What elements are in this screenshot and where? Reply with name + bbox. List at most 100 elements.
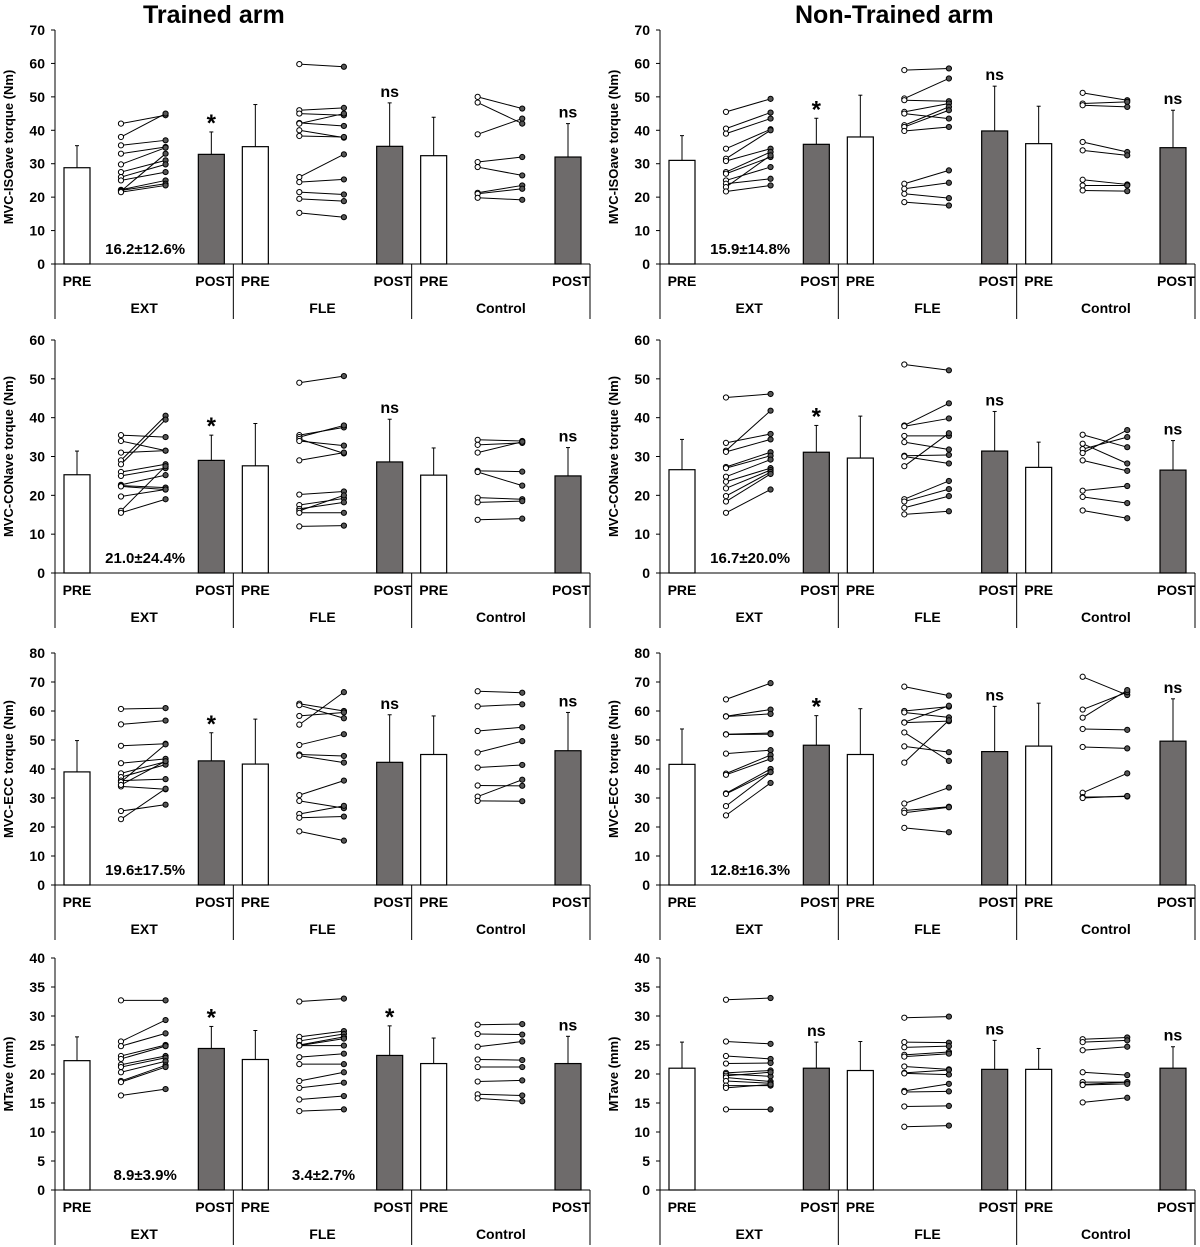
individual-line xyxy=(904,1045,949,1048)
individual-point-pre xyxy=(117,721,125,728)
y-tick-label: 30 xyxy=(29,156,45,172)
individual-line xyxy=(904,706,949,712)
individual-point-pre xyxy=(117,161,125,168)
bar-pre xyxy=(846,136,874,265)
individual-line xyxy=(477,156,523,163)
x-label-post: POST xyxy=(195,1199,234,1215)
individual-point-pre xyxy=(901,498,908,505)
individual-line xyxy=(904,363,949,371)
individual-line xyxy=(1082,189,1128,192)
y-tick-label: 40 xyxy=(29,950,45,966)
individual-point-post xyxy=(162,1063,169,1071)
percent-change-annotation: 8.9±3.9% xyxy=(114,1167,177,1184)
individual-point-pre xyxy=(901,180,908,187)
individual-point-post xyxy=(945,1102,953,1110)
individual-point-post xyxy=(162,776,169,783)
individual-point-pre xyxy=(901,683,908,690)
individual-line xyxy=(120,804,166,812)
individual-line xyxy=(120,419,166,465)
individual-point-pre xyxy=(1079,431,1086,438)
individual-line xyxy=(477,1059,523,1061)
individual-line xyxy=(120,1057,166,1068)
individual-line xyxy=(299,816,344,819)
individual-point-pre xyxy=(901,800,908,807)
x-label-pre: PRE xyxy=(419,1199,448,1215)
y-tick-label: 15 xyxy=(29,1095,45,1111)
x-label-pre: PRE xyxy=(63,273,92,289)
x-label-pre: PRE xyxy=(668,582,697,598)
significance-ns: ns xyxy=(985,392,1004,409)
bar-pre xyxy=(420,474,448,574)
individual-line xyxy=(1082,429,1128,454)
individual-line xyxy=(904,686,949,697)
x-label-post: POST xyxy=(1157,894,1196,910)
individual-line xyxy=(477,497,523,500)
individual-point-post xyxy=(519,482,526,489)
x-label-pre: PRE xyxy=(419,894,448,910)
individual-point-post xyxy=(767,182,774,189)
x-group-label: FLE xyxy=(309,1226,335,1242)
individual-line xyxy=(120,434,166,438)
individual-line xyxy=(725,178,771,185)
individual-line xyxy=(120,179,166,191)
individual-point-pre xyxy=(117,120,125,127)
individual-point-pre xyxy=(474,1030,481,1038)
individual-point-post xyxy=(340,110,347,117)
bar-post xyxy=(197,1047,225,1191)
bar-post xyxy=(1159,740,1187,886)
individual-point-pre xyxy=(1079,1081,1086,1089)
individual-line xyxy=(904,67,949,71)
individual-point-pre xyxy=(117,1055,125,1063)
individual-line xyxy=(299,452,344,461)
individual-point-pre xyxy=(722,731,730,738)
significance-star: * xyxy=(207,413,217,440)
bar-pre xyxy=(668,469,696,574)
individual-point-pre xyxy=(901,361,908,368)
individual-point-pre xyxy=(722,465,730,472)
significance-ns: ns xyxy=(559,693,578,710)
individual-point-post xyxy=(162,150,169,157)
significance-star: * xyxy=(207,711,217,738)
x-group-label: FLE xyxy=(309,921,335,937)
individual-point-pre xyxy=(1079,176,1086,183)
individual-line xyxy=(120,760,166,786)
individual-point-pre xyxy=(901,1044,908,1051)
y-tick-label: 10 xyxy=(29,848,45,864)
individual-line xyxy=(120,758,166,764)
individual-point-post xyxy=(945,1071,953,1078)
individual-point-post xyxy=(340,1106,347,1113)
individual-line xyxy=(904,78,950,99)
individual-line xyxy=(477,1093,523,1096)
individual-line xyxy=(120,465,166,512)
individual-line xyxy=(725,754,771,775)
percent-change-annotation: 16.7±20.0% xyxy=(710,550,790,567)
individual-line xyxy=(120,171,166,181)
y-tick-label: 30 xyxy=(29,1008,45,1024)
individual-line xyxy=(904,169,950,185)
x-label-pre: PRE xyxy=(668,273,697,289)
individual-point-post xyxy=(340,1061,347,1068)
individual-point-post xyxy=(162,997,169,1004)
x-group-label: Control xyxy=(476,921,526,937)
x-label-pre: PRE xyxy=(1024,894,1053,910)
individual-line xyxy=(1082,728,1128,731)
y-tick-label: 0 xyxy=(37,1182,45,1198)
individual-line xyxy=(725,1055,771,1060)
individual-point-pre xyxy=(1079,714,1086,721)
individual-point-post xyxy=(767,994,774,1002)
significance-ns: ns xyxy=(807,1023,826,1040)
individual-line xyxy=(725,713,771,718)
individual-line xyxy=(1082,676,1128,696)
individual-point-post xyxy=(340,777,347,784)
chart-panel: 0 5 10 15 20 25 30 35 40 MTave (mm) * 8.9±3.9% PRE PO… xyxy=(1,950,591,1245)
individual-point-pre xyxy=(296,509,303,516)
x-label-post: POST xyxy=(979,582,1018,598)
x-group-label: EXT xyxy=(131,300,159,316)
individual-line xyxy=(1082,434,1128,448)
y-tick-label: 70 xyxy=(29,22,45,38)
individual-point-post xyxy=(1124,1037,1131,1044)
bar-post xyxy=(981,130,1009,265)
individual-line xyxy=(725,782,771,816)
individual-point-post xyxy=(767,109,774,116)
individual-point-pre xyxy=(722,771,730,778)
